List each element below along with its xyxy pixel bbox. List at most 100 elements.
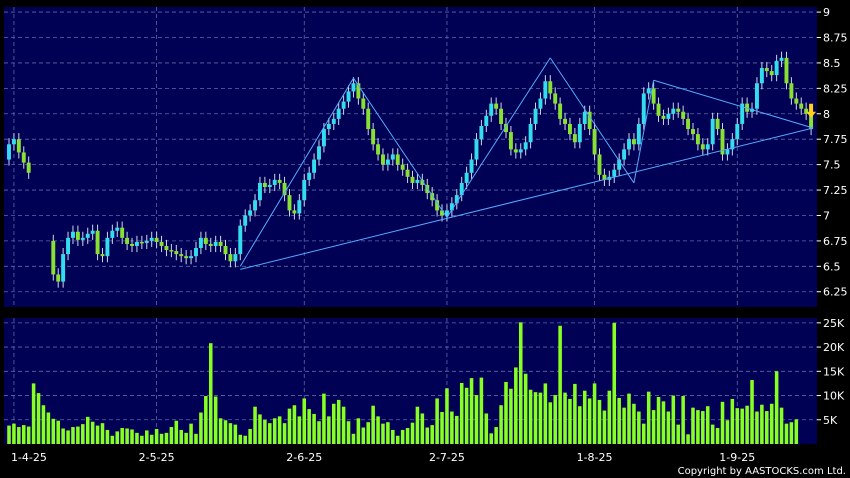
candle-body [395, 154, 400, 165]
volume-bar [36, 393, 41, 444]
candle-body [543, 81, 548, 99]
candle-body [184, 256, 189, 259]
candle-body [120, 227, 125, 238]
candle-body [385, 159, 390, 165]
volume-bar [149, 434, 154, 444]
volume-bar [189, 423, 193, 444]
candle-body [676, 108, 681, 112]
volume-bar [710, 424, 715, 444]
volume-bar [765, 411, 769, 444]
volume-bar [61, 428, 65, 444]
volume-bar [169, 427, 174, 444]
volume-bar [518, 322, 523, 444]
volume-bar [287, 408, 292, 444]
candle-body [513, 149, 518, 153]
candle-body [415, 179, 420, 183]
candle-body [754, 83, 759, 109]
volume-tick-label: 25K [823, 317, 845, 330]
volume-bar [563, 392, 567, 444]
candle-body [233, 254, 238, 262]
date-axis-labels: 1-4-25 2-5-25 2-6-25 2-7-25 1-8-25 1-9-25 [11, 451, 755, 464]
date-tick-label: 1-4-25 [11, 451, 47, 464]
volume-bar [263, 419, 267, 444]
date-tick-label: 2-5-25 [139, 451, 175, 464]
volume-bar [238, 434, 243, 444]
volume-bar [317, 421, 321, 444]
candle-body [100, 254, 105, 257]
candle-body [740, 103, 745, 124]
volume-bar [31, 383, 36, 444]
candle-body [479, 125, 484, 140]
candle-body [435, 200, 440, 211]
candle-body [228, 254, 233, 262]
volume-bar [376, 416, 380, 444]
price-tick-label: 8.25 [823, 82, 848, 95]
candle-body [764, 68, 769, 72]
candle-body [390, 154, 395, 160]
candle-body [725, 149, 730, 155]
candle-body [710, 118, 715, 145]
volume-bar [233, 424, 238, 444]
volume-bar [371, 405, 375, 444]
volume-bar [691, 407, 695, 444]
candle-body [430, 193, 435, 201]
candle-body [331, 118, 336, 124]
candle-body [144, 240, 149, 243]
candle-body [208, 243, 213, 246]
candle-body [449, 203, 454, 211]
volume-bar [282, 423, 287, 444]
candle-body [321, 129, 326, 147]
volume-bar [769, 403, 774, 444]
volume-bar [602, 410, 607, 444]
candle-body [110, 230, 115, 238]
volume-bar [218, 418, 223, 444]
candle-body [174, 251, 179, 255]
date-tick-label: 1-8-25 [577, 451, 613, 464]
candle-body [774, 60, 779, 76]
volume-bar [514, 367, 518, 444]
volume-bar [391, 429, 395, 444]
volume-bar [499, 405, 503, 444]
candle-body [695, 134, 700, 145]
candle-body [533, 108, 538, 124]
volume-bar [17, 427, 21, 444]
candle-body [26, 162, 31, 173]
candle-body [745, 103, 750, 112]
volume-bar [666, 411, 671, 444]
volume-bar [268, 423, 272, 444]
volume-bar [110, 435, 115, 444]
volume-bar [258, 414, 262, 444]
price-panel [4, 7, 817, 307]
candle-body [469, 159, 474, 173]
candle-body [85, 233, 90, 238]
volume-bar [346, 421, 351, 444]
candle-body [444, 210, 449, 216]
candle-body [484, 115, 489, 126]
volume-bar [76, 426, 80, 444]
candle-body [130, 243, 134, 246]
volume-bar [204, 396, 208, 444]
candle-body [218, 241, 223, 246]
volume-bar [789, 422, 794, 444]
candle-body [179, 254, 184, 257]
volume-bar [366, 422, 370, 444]
volume-bar [479, 377, 484, 444]
candle-body [302, 179, 307, 201]
volume-bar [607, 390, 612, 444]
volume-bar [459, 382, 464, 444]
price-tick-label: 7.75 [823, 133, 848, 146]
volume-bar [208, 343, 213, 444]
candle-body [317, 146, 321, 160]
volume-bar [784, 423, 789, 444]
volume-bar [612, 322, 617, 444]
candle-body [282, 182, 287, 196]
volume-bar [292, 405, 297, 444]
candle-body [75, 231, 80, 240]
volume-bar [307, 409, 311, 444]
volume-bar [135, 432, 139, 444]
candle-body [474, 139, 479, 160]
candle-body [277, 179, 282, 183]
candle-body [489, 103, 494, 116]
volume-tick-label: 20K [823, 341, 845, 354]
volume-bar [622, 407, 626, 444]
